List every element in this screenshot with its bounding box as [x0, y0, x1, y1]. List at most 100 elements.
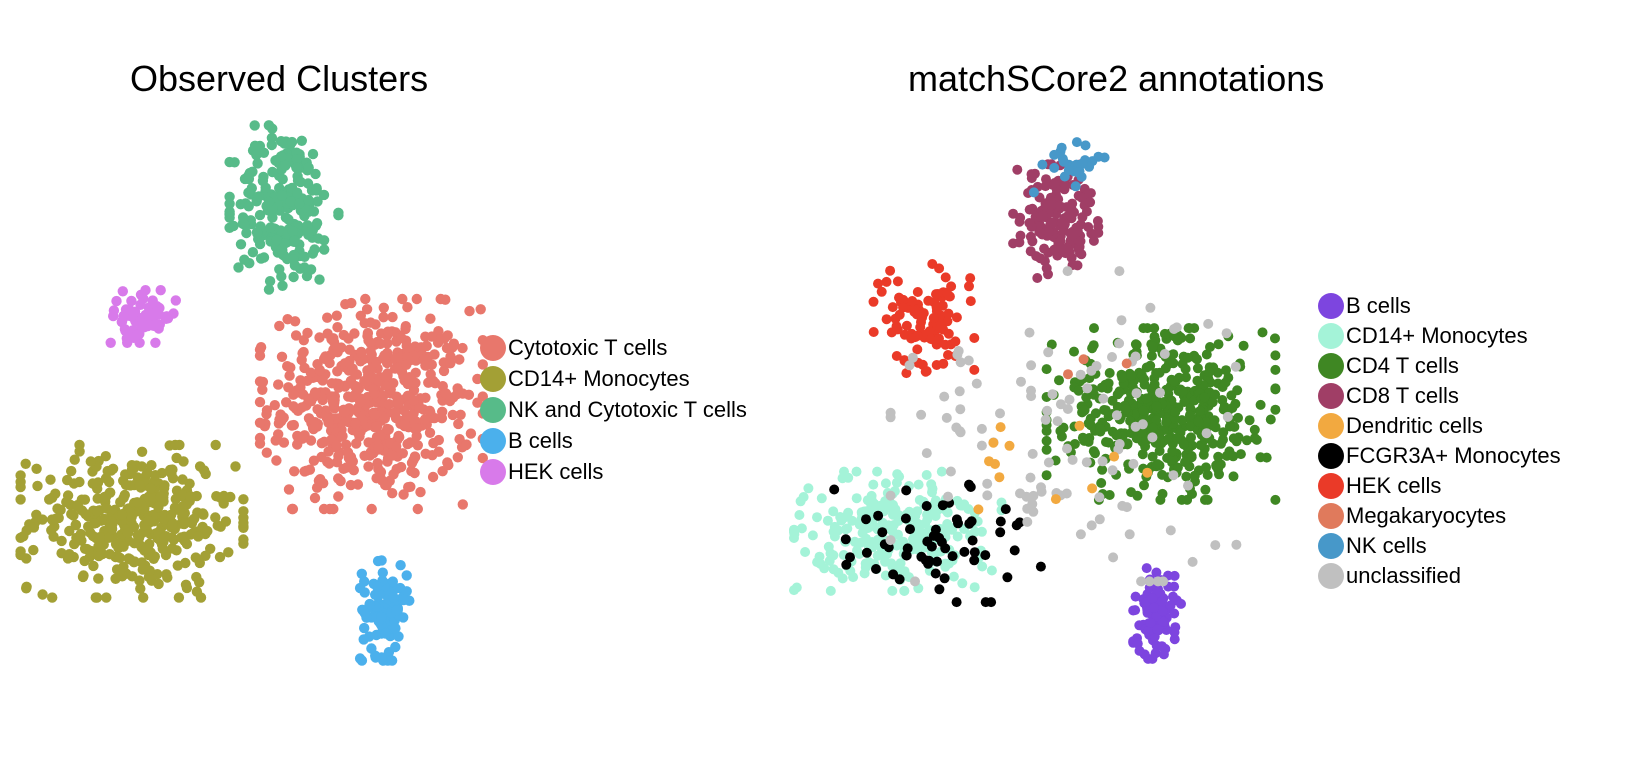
point-fcgr3a-monocytes	[894, 574, 905, 585]
point-cytotoxic-t-cells	[472, 397, 483, 408]
point-cd4-t-cells	[1155, 494, 1166, 505]
point-cd14-monocytes	[814, 551, 825, 562]
point-fcgr3a-monocytes	[980, 550, 991, 561]
point-cytotoxic-t-cells	[393, 352, 405, 363]
point-cd4-t-cells	[1081, 392, 1092, 403]
point-cd14-monocytes	[214, 551, 226, 563]
point-cd8-t-cells	[1077, 212, 1088, 223]
point-cd4-t-cells	[1228, 451, 1239, 462]
point-cd14-monocytes	[79, 494, 91, 505]
point-cd4-t-cells	[1257, 327, 1268, 338]
point-cytotoxic-t-cells	[365, 337, 376, 348]
point-hek-cells	[923, 295, 934, 306]
point-nk-cells	[1093, 151, 1104, 162]
point-unclassified	[1168, 470, 1179, 481]
point-cytotoxic-t-cells	[379, 350, 390, 361]
point-cytotoxic-t-cells	[345, 455, 357, 466]
point-cytotoxic-t-cells	[360, 293, 371, 305]
point-cytotoxic-t-cells	[397, 293, 408, 305]
point-unclassified	[921, 448, 932, 459]
point-cd14-monocytes	[114, 565, 126, 576]
point-cytotoxic-t-cells	[379, 413, 390, 424]
point-unclassified	[1222, 411, 1233, 422]
legend-swatch	[480, 396, 506, 423]
point-unclassified	[976, 440, 987, 451]
point-cytotoxic-t-cells	[411, 423, 423, 434]
point-cd14-monocytes	[103, 532, 115, 543]
point-cytotoxic-t-cells	[289, 466, 300, 477]
point-unclassified	[885, 490, 896, 501]
point-cd14-monocytes	[899, 585, 910, 596]
point-unclassified	[1043, 457, 1054, 468]
point-cd4-t-cells	[1041, 470, 1052, 481]
point-cd14-monocytes	[880, 478, 891, 489]
point-cd4-t-cells	[1139, 480, 1149, 491]
point-cd4-t-cells	[1192, 363, 1203, 374]
point-unclassified	[1075, 529, 1086, 540]
point-cd14-monocytes	[170, 493, 181, 505]
point-hek-cells	[934, 333, 944, 344]
point-hek-cells	[943, 328, 954, 339]
point-dendritic-cells	[988, 437, 999, 448]
point-cd14-monocytes	[936, 466, 947, 477]
point-cd8-t-cells	[1092, 216, 1103, 226]
legend-swatch	[480, 427, 506, 454]
point-cytotoxic-t-cells	[380, 380, 391, 391]
point-unclassified	[976, 423, 987, 434]
point-hek-cells	[950, 336, 961, 347]
point-cd14-monocytes	[230, 461, 241, 472]
point-cd14-monocytes	[887, 585, 898, 596]
point-hek-cells	[890, 313, 901, 324]
point-cd4-t-cells	[1270, 404, 1281, 415]
point-cd14-monocytes	[202, 525, 213, 537]
legend-swatch	[480, 365, 506, 392]
point-cytotoxic-t-cells	[347, 363, 358, 374]
point-cytotoxic-t-cells	[359, 450, 370, 461]
point-cytotoxic-t-cells	[305, 435, 317, 446]
point-cytotoxic-t-cells	[452, 452, 463, 463]
point-b-cells	[1128, 605, 1139, 616]
point-dendritic-cells	[1087, 483, 1098, 494]
point-cd14-monocytes	[867, 496, 878, 507]
point-cd14-monocytes	[47, 592, 58, 603]
point-cd4-t-cells	[1147, 341, 1158, 352]
point-cytotoxic-t-cells	[327, 396, 339, 407]
point-b-cells	[1145, 617, 1156, 628]
legend-label: Megakaryocytes	[1346, 503, 1507, 528]
point-cd4-t-cells	[1182, 494, 1193, 505]
point-cd4-t-cells	[1216, 438, 1226, 449]
point-cd4-t-cells	[1054, 375, 1064, 386]
point-megakaryocytes	[1121, 358, 1132, 369]
point-b-cells	[1157, 606, 1168, 617]
point-cd4-t-cells	[1213, 451, 1224, 462]
point-cd14-monocytes	[126, 511, 137, 523]
point-unclassified	[1114, 266, 1125, 277]
point-cd4-t-cells	[1151, 401, 1162, 412]
legend-item-hek-cells: HEK cells	[480, 456, 747, 487]
point-unclassified	[1081, 457, 1092, 468]
point-cd4-t-cells	[1095, 424, 1106, 434]
point-cd4-t-cells	[1181, 471, 1192, 482]
point-unclassified	[1025, 472, 1036, 483]
point-cd14-monocytes	[921, 470, 932, 480]
point-cd4-t-cells	[1205, 342, 1215, 352]
point-cytotoxic-t-cells	[387, 311, 398, 323]
point-cd8-t-cells	[1014, 216, 1025, 227]
point-cd14-monocytes	[180, 579, 192, 590]
point-cytotoxic-t-cells	[276, 351, 288, 362]
point-fcgr3a-monocytes	[951, 514, 962, 525]
point-cd14-monocytes	[110, 573, 121, 584]
point-cd14-monocytes	[789, 529, 800, 540]
point-unclassified	[1155, 387, 1165, 398]
point-cd14-monocytes	[238, 506, 249, 517]
point-cytotoxic-t-cells	[323, 446, 334, 457]
point-cytotoxic-t-cells	[402, 302, 413, 313]
point-cytotoxic-t-cells	[390, 412, 402, 424]
point-cytotoxic-t-cells	[333, 450, 344, 462]
point-cd14-monocytes	[132, 530, 143, 541]
point-hek-cells	[969, 364, 980, 375]
point-unclassified	[1147, 432, 1158, 443]
point-cd14-monocytes	[66, 465, 77, 477]
point-cytotoxic-t-cells	[391, 441, 402, 452]
point-cd14-monocytes	[816, 493, 827, 504]
